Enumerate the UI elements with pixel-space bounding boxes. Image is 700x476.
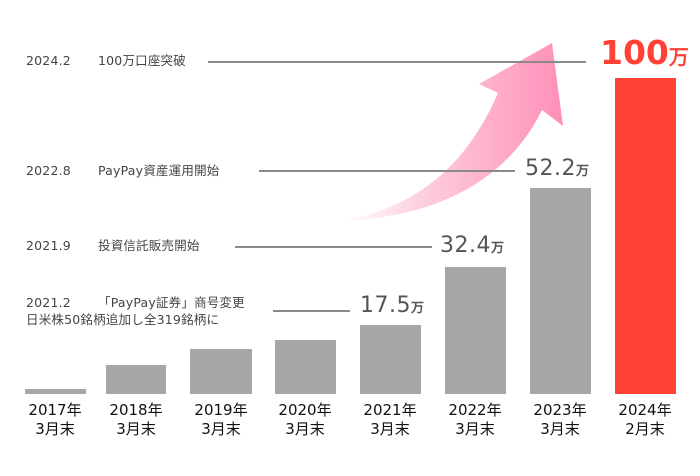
milestone-2022-8: 2022.8 PayPay資産運用開始 [26,163,220,178]
milestone-2024-2: 2024.2 100万口座突破 [26,53,186,68]
x-label-2022: 2022年 3月末 [448,401,502,438]
x-label-2018: 2018年 3月末 [109,401,163,438]
value-label-2022: 32.4万 [440,233,505,258]
x-label-2021: 2021年 3月末 [363,401,417,438]
bar-2020 [275,340,336,394]
bar-2024 [615,78,676,394]
value-label-2021: 17.5万 [360,293,425,318]
bar-2021 [360,325,421,394]
bar-2019 [190,349,252,394]
x-label-2020: 2020年 3月末 [278,401,332,438]
milestone-line-2024-2 [208,61,586,63]
milestone-2021-2: 2021.2 「PayPay証券」商号変更 日米株50銘柄追加し全319銘柄に [26,295,245,327]
bar-2018 [106,365,166,394]
x-label-2024: 2024年 2月末 [618,401,672,438]
x-label-2023: 2023年 3月末 [533,401,587,438]
milestone-line-2021-2 [273,310,350,312]
milestone-line-2022-8 [259,170,515,172]
bar-2023 [530,188,591,394]
value-label-2024: 100万 [600,33,689,72]
milestone-2021-9: 2021.9 投資信託販売開始 [26,238,200,253]
bar-2022 [445,267,506,394]
bar-2017 [25,389,86,394]
x-label-2017: 2017年 3月末 [28,401,82,438]
x-label-2019: 2019年 3月末 [194,401,248,438]
milestone-line-2021-9 [235,246,432,248]
value-label-2023: 52.2万 [525,156,590,181]
